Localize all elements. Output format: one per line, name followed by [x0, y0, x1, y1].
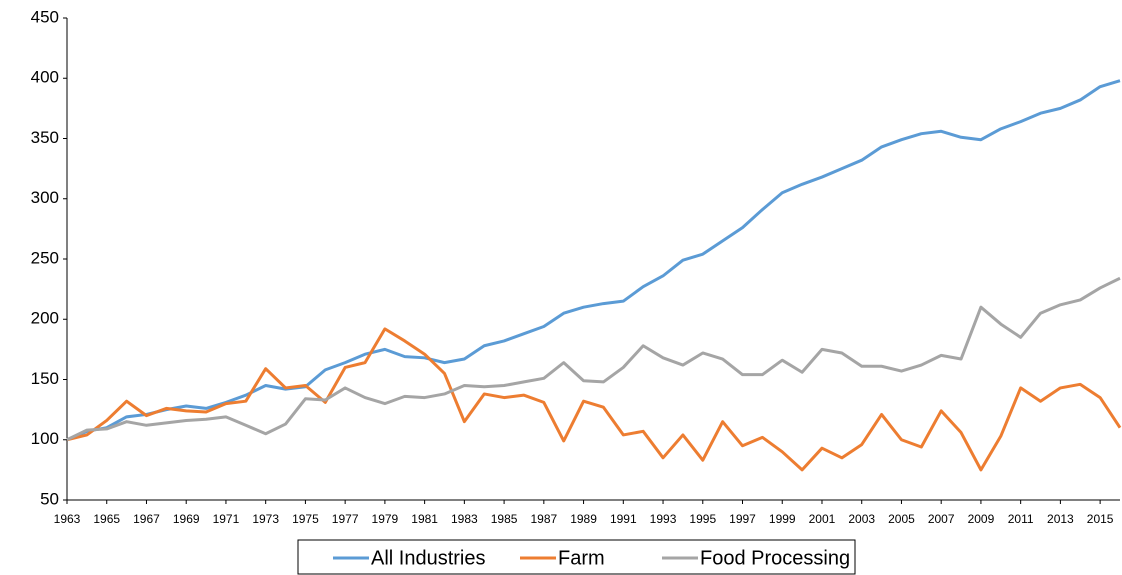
x-tick-label: 2003 — [848, 512, 875, 526]
x-tick-label: 2007 — [928, 512, 955, 526]
x-tick-label: 1969 — [173, 512, 200, 526]
x-tick-label: 1991 — [610, 512, 637, 526]
legend-box — [297, 539, 856, 575]
x-tick-label: 1967 — [133, 512, 160, 526]
x-tick-label: 1985 — [491, 512, 518, 526]
x-tick-label: 1989 — [570, 512, 597, 526]
x-tick-label: 1979 — [372, 512, 399, 526]
x-tick-label: 2009 — [968, 512, 995, 526]
y-tick-label: 350 — [31, 128, 59, 147]
x-tick-label: 2011 — [1008, 512, 1034, 526]
x-tick-label: 1977 — [332, 512, 359, 526]
y-tick-label: 100 — [31, 429, 59, 448]
legend-label: Food Processing — [700, 547, 850, 569]
x-tick-label: 1975 — [292, 512, 319, 526]
x-tick-label: 1973 — [252, 512, 279, 526]
y-tick-label: 250 — [31, 248, 59, 267]
x-tick-label: 2015 — [1087, 512, 1114, 526]
legend-label: Farm — [558, 547, 605, 569]
x-tick-label: 2013 — [1047, 512, 1074, 526]
x-tick-label: 1995 — [689, 512, 716, 526]
x-tick-label: 1963 — [54, 512, 81, 526]
y-tick-label: 400 — [31, 68, 59, 87]
y-tick-label: 50 — [40, 489, 59, 508]
legend-label: All Industries — [371, 547, 486, 569]
x-tick-label: 1999 — [769, 512, 796, 526]
y-tick-label: 200 — [31, 309, 59, 328]
x-tick-label: 2005 — [888, 512, 915, 526]
series-line — [66, 276, 1121, 442]
series-line — [66, 327, 1122, 472]
x-tick-label: 2001 — [809, 512, 836, 526]
x-tick-label: 1965 — [93, 512, 120, 526]
y-tick-label: 300 — [31, 188, 59, 207]
y-tick-label: 450 — [31, 7, 59, 26]
x-tick-label: 1997 — [729, 512, 756, 526]
x-tick-label: 1983 — [451, 512, 478, 526]
y-tick-label: 150 — [31, 369, 59, 388]
x-tick-label: 1971 — [213, 512, 240, 526]
x-tick-label: 1987 — [530, 512, 557, 526]
x-tick-label: 1981 — [411, 512, 438, 526]
x-tick-label: 1993 — [650, 512, 677, 526]
series-line — [66, 79, 1121, 442]
